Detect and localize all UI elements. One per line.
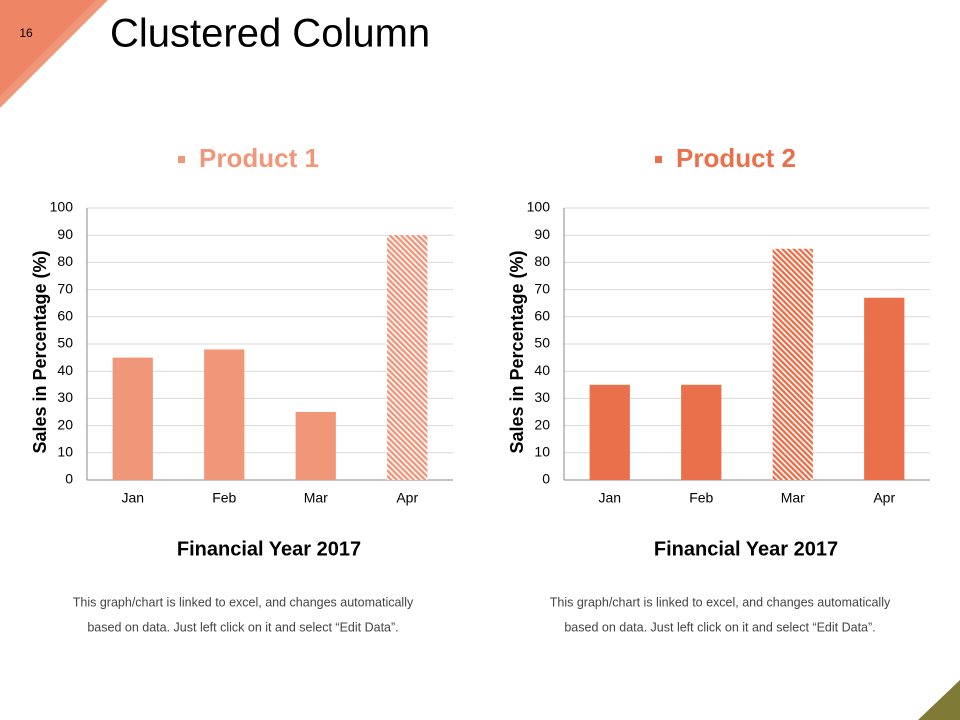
x-tick-label: Apr xyxy=(873,490,895,506)
x-tick-label: Feb xyxy=(689,490,713,506)
y-tick-label: 30 xyxy=(57,389,73,405)
y-tick-label: 0 xyxy=(542,471,550,487)
x-tick-label: Feb xyxy=(212,490,236,506)
y-tick-label: 20 xyxy=(534,416,550,432)
y-tick-label: 60 xyxy=(534,308,550,324)
x-tick-label: Mar xyxy=(304,490,328,506)
y-tick-label: 90 xyxy=(57,226,73,242)
note-line: based on data. Just left click on it and… xyxy=(87,620,398,634)
x-tick-label: Jan xyxy=(598,490,621,506)
y-tick-label: 20 xyxy=(57,416,73,432)
y-tick-label: 80 xyxy=(534,253,550,269)
x-axis-label: Financial Year 2017 xyxy=(177,538,361,560)
x-axis-label: Financial Year 2017 xyxy=(654,538,838,560)
y-tick-label: 40 xyxy=(534,362,550,378)
bar xyxy=(112,357,153,480)
y-tick-label: 0 xyxy=(65,471,73,487)
y-tick-label: 50 xyxy=(57,335,73,351)
y-tick-label: 50 xyxy=(534,335,550,351)
bar xyxy=(387,235,428,480)
y-tick-label: 90 xyxy=(534,226,550,242)
note-line: This graph/chart is linked to excel, and… xyxy=(550,595,891,609)
note-line: This graph/chart is linked to excel, and… xyxy=(73,595,414,609)
y-tick-label: 40 xyxy=(57,362,73,378)
bar xyxy=(589,384,630,480)
y-tick-label: 30 xyxy=(534,389,550,405)
y-tick-label: 100 xyxy=(50,199,74,215)
y-tick-label: 100 xyxy=(527,199,551,215)
slide-number: 16 xyxy=(19,26,33,40)
bar xyxy=(772,248,813,480)
bar xyxy=(681,384,722,480)
corner-decoration xyxy=(0,0,96,96)
y-axis-label: Sales in Percentage (%) xyxy=(507,250,527,453)
note-line: based on data. Just left click on it and… xyxy=(564,620,875,634)
y-tick-label: 70 xyxy=(57,280,73,296)
x-tick-label: Mar xyxy=(781,490,805,506)
legend-marker xyxy=(655,156,662,163)
x-tick-label: Jan xyxy=(121,490,144,506)
bar xyxy=(864,297,905,480)
y-axis-label: Sales in Percentage (%) xyxy=(30,250,50,453)
x-tick-label: Apr xyxy=(396,490,418,506)
slide-title: Clustered Column xyxy=(110,12,430,56)
y-tick-label: 70 xyxy=(534,280,550,296)
legend-label: Product 1 xyxy=(199,143,319,173)
y-tick-label: 60 xyxy=(57,308,73,324)
corner-decoration xyxy=(918,680,960,720)
bar xyxy=(295,412,336,480)
y-tick-label: 10 xyxy=(534,444,550,460)
bar xyxy=(204,349,245,480)
legend-label: Product 2 xyxy=(676,143,796,173)
y-tick-label: 10 xyxy=(57,444,73,460)
legend-marker xyxy=(178,156,185,163)
y-tick-label: 80 xyxy=(57,253,73,269)
